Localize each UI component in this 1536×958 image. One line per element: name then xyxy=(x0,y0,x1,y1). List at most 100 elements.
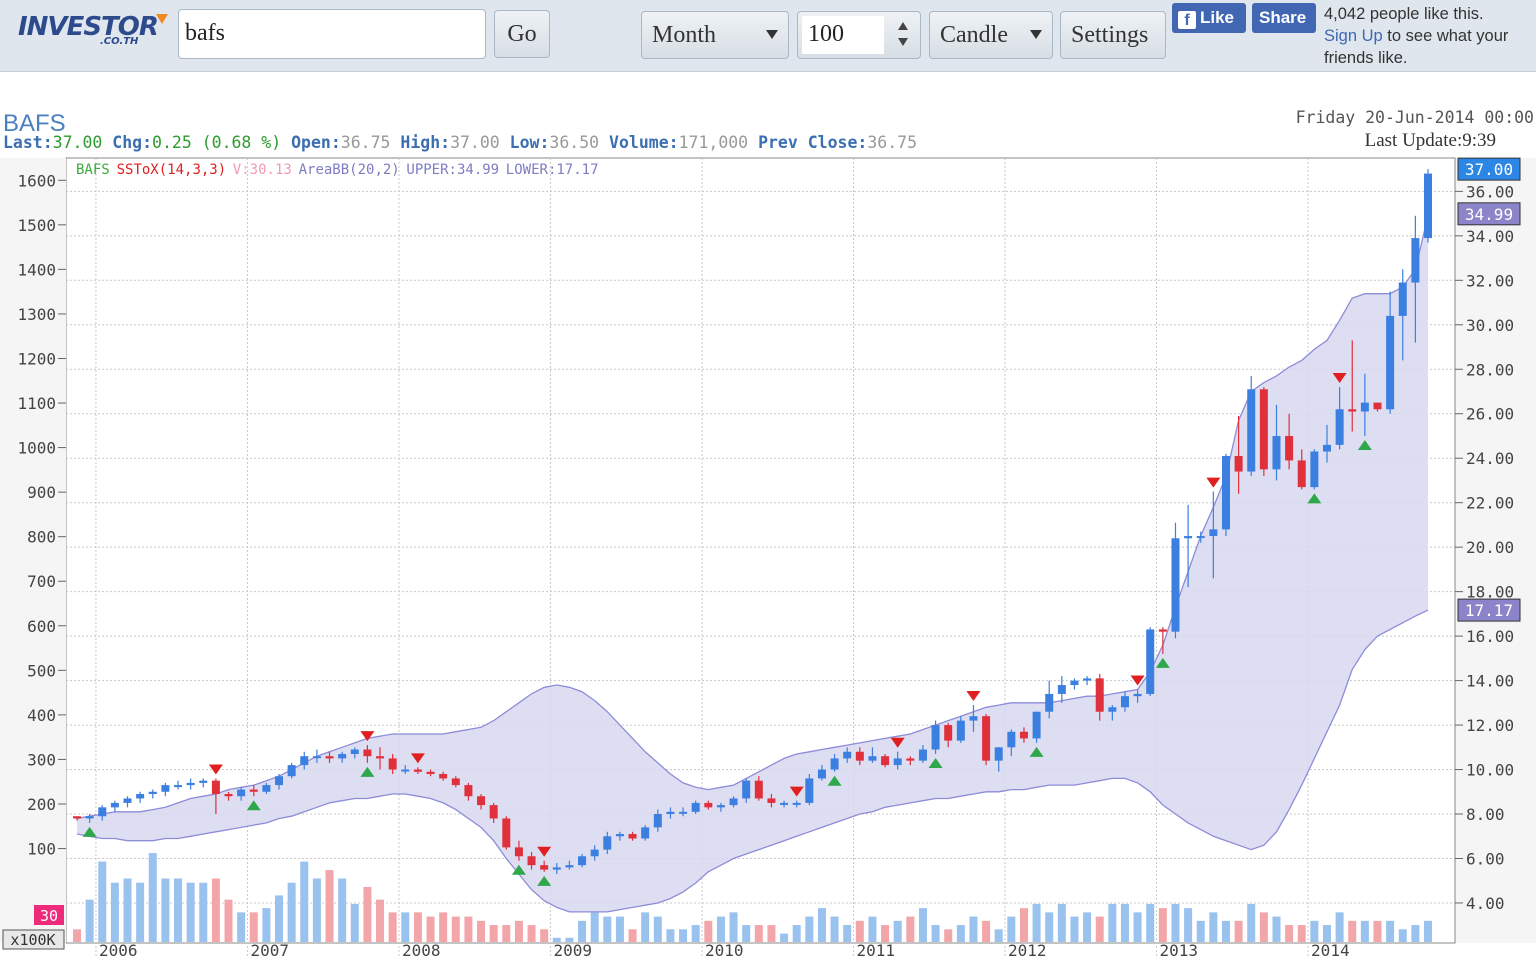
buy-signal-icon xyxy=(1357,439,1372,450)
candle-body xyxy=(1209,529,1218,537)
chart-style-select[interactable]: Candle xyxy=(929,11,1053,59)
volume-bar xyxy=(451,916,460,942)
volume-bar xyxy=(615,916,624,942)
prev-close-label: Prev Close: xyxy=(758,133,868,152)
price-chart-svg[interactable]: 2006 2007 2008 2009 2010 2011 2012 2013 2014 36.0… xyxy=(0,155,1536,958)
top-toolbar: INVESTOR .CO.TH bafs Go Month 100 Candle… xyxy=(0,0,1536,72)
left-axis-label: 900 xyxy=(27,483,56,502)
go-button[interactable]: Go xyxy=(494,10,550,58)
count-stepper-value[interactable]: 100 xyxy=(802,16,884,54)
candle-body xyxy=(628,834,637,839)
candle-body xyxy=(186,782,195,786)
left-axis-label: 1500 xyxy=(17,216,56,235)
candle-body xyxy=(982,716,991,761)
left-axis-label: 300 xyxy=(27,750,56,769)
candle-body xyxy=(174,785,183,788)
candle-body xyxy=(679,811,688,814)
volume-bar xyxy=(98,861,107,942)
right-axis-label: 28.00 xyxy=(1466,360,1514,379)
sign-up-link[interactable]: Sign Up xyxy=(1324,27,1383,45)
volume-bar xyxy=(527,925,536,942)
right-axis-label: 22.00 xyxy=(1466,494,1514,513)
settings-button[interactable]: Settings xyxy=(1060,11,1166,59)
volume-bar xyxy=(704,920,713,942)
sell-signal-icon xyxy=(1332,373,1347,384)
candle-body xyxy=(590,849,599,857)
chevron-down-icon xyxy=(766,30,778,39)
candle-body xyxy=(1424,173,1432,239)
right-axis-label: 14.00 xyxy=(1466,672,1514,691)
left-axis-bg xyxy=(0,158,66,943)
facebook-like-button[interactable]: f Like xyxy=(1172,3,1246,33)
count-stepper[interactable]: 100 xyxy=(797,11,921,59)
volume-bar xyxy=(148,853,157,942)
candle-body xyxy=(881,756,890,766)
volume-bar xyxy=(300,861,309,942)
right-axis-label: 36.00 xyxy=(1466,182,1514,201)
candle-body xyxy=(73,816,81,819)
candle-body xyxy=(502,818,511,848)
stepper-up-icon[interactable] xyxy=(898,22,908,30)
candle-body xyxy=(754,780,763,799)
candle-body xyxy=(691,802,700,812)
candle-body xyxy=(893,758,902,766)
like-label: Like xyxy=(1200,8,1235,27)
candle-body xyxy=(805,778,814,803)
volume-bar xyxy=(1032,903,1041,942)
chg-label: Chg: xyxy=(112,133,153,152)
logo-main-text: INVESTOR xyxy=(18,12,159,42)
candle-body xyxy=(615,834,624,837)
last-price-badge-bg xyxy=(1457,157,1521,181)
period-select[interactable]: Month xyxy=(641,11,789,59)
candle-body xyxy=(161,785,170,792)
sell-signal-icon xyxy=(410,753,425,764)
volume-bar xyxy=(603,916,612,942)
right-axis-label: 4.00 xyxy=(1466,894,1505,913)
candle-body xyxy=(1045,693,1054,712)
buy-signal-icon xyxy=(537,875,552,886)
volume-bar xyxy=(1146,903,1155,942)
candle-body xyxy=(767,798,776,803)
sell-signal-icon xyxy=(789,786,804,797)
volume-bar xyxy=(1386,920,1395,942)
like-count-text: 4,042 people like this. xyxy=(1324,5,1484,23)
volume-bar xyxy=(881,925,890,942)
volume-bar xyxy=(1070,916,1079,942)
stepper-down-icon[interactable] xyxy=(898,38,908,46)
candle-body xyxy=(1259,389,1268,470)
volume-bar xyxy=(540,929,549,942)
symbol-search-input[interactable]: bafs xyxy=(178,9,486,59)
symbol-title: BAFS xyxy=(3,110,66,137)
volume-bar xyxy=(287,882,296,942)
right-axis-label: 30.00 xyxy=(1466,316,1514,335)
candle-body xyxy=(552,867,561,870)
volume-bar xyxy=(817,908,826,942)
sell-signal-icon xyxy=(966,691,981,702)
price-chart[interactable]: 2006 2007 2008 2009 2010 2011 2012 2013 2014 36.0… xyxy=(0,155,1536,958)
facebook-share-button[interactable]: Share xyxy=(1252,3,1316,33)
volume-bar xyxy=(1424,920,1432,942)
legend-stoch: SSToX(14,3,3) xyxy=(117,162,227,178)
last-update: Last Update:9:39 xyxy=(1364,130,1496,151)
volume-bar xyxy=(1095,916,1104,942)
candle-body xyxy=(1196,536,1205,539)
volume-bar xyxy=(1209,912,1218,942)
site-logo[interactable]: INVESTOR .CO.TH xyxy=(14,12,170,52)
x-tick-label: 2014 xyxy=(1311,941,1350,958)
volume-bar xyxy=(312,878,321,942)
logo-sub-text: .CO.TH xyxy=(100,36,139,47)
volume-bar xyxy=(653,916,662,942)
candle-body xyxy=(830,758,839,770)
volume-bar xyxy=(249,912,258,942)
candle-body xyxy=(489,805,498,819)
candle-body xyxy=(666,811,675,815)
candle-body xyxy=(110,802,119,808)
candle-body xyxy=(451,778,460,786)
period-select-value: Month xyxy=(652,22,717,48)
buy-signal-icon xyxy=(82,826,97,837)
sell-signal-icon xyxy=(537,846,552,857)
candle-body xyxy=(855,751,864,761)
candle-body xyxy=(641,827,650,839)
volume-bar xyxy=(931,925,940,942)
volume-bar xyxy=(174,878,183,942)
